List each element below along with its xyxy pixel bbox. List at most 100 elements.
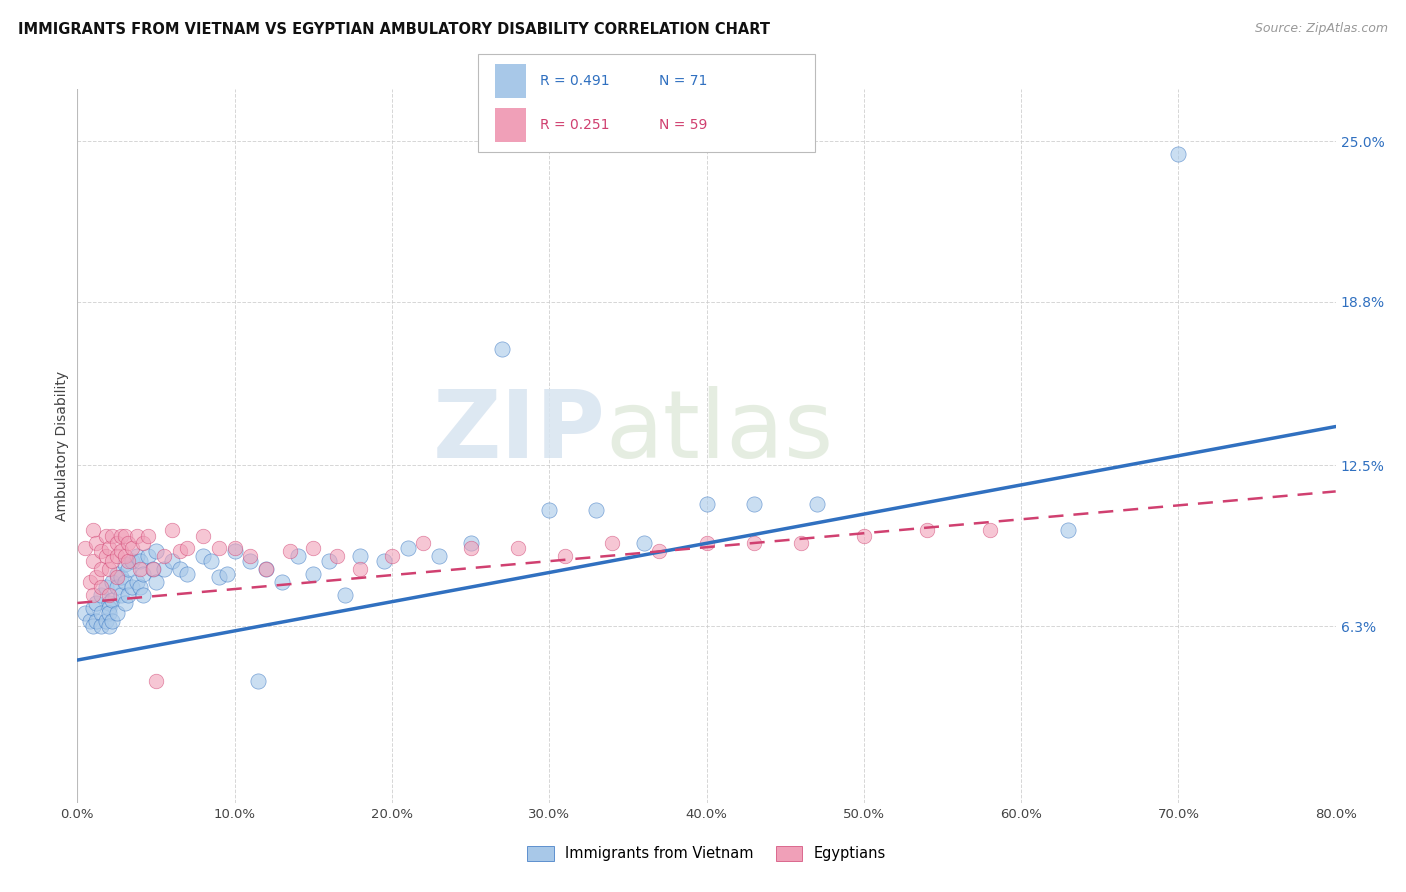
Point bbox=[114, 557, 136, 571]
Point bbox=[806, 497, 828, 511]
Point bbox=[97, 619, 120, 633]
Point bbox=[105, 607, 128, 621]
Point bbox=[94, 614, 117, 628]
Point bbox=[270, 575, 292, 590]
Point bbox=[127, 549, 149, 564]
Point bbox=[105, 581, 128, 595]
Point bbox=[326, 549, 349, 564]
Point bbox=[97, 541, 120, 556]
Point bbox=[94, 549, 117, 564]
Point bbox=[94, 528, 117, 542]
Point bbox=[254, 562, 277, 576]
Point bbox=[84, 570, 107, 584]
Point bbox=[153, 549, 176, 564]
Point bbox=[114, 549, 136, 564]
Point bbox=[742, 497, 765, 511]
Point bbox=[145, 575, 167, 590]
Text: N = 59: N = 59 bbox=[659, 118, 707, 132]
Point bbox=[506, 541, 529, 556]
Point bbox=[132, 567, 155, 582]
Point bbox=[90, 607, 112, 621]
Y-axis label: Ambulatory Disability: Ambulatory Disability bbox=[55, 371, 69, 521]
Point bbox=[129, 554, 152, 568]
Point bbox=[169, 562, 191, 576]
Point bbox=[333, 588, 356, 602]
Point bbox=[742, 536, 765, 550]
Point bbox=[585, 502, 607, 516]
Point bbox=[84, 596, 107, 610]
Point bbox=[160, 524, 183, 538]
Point bbox=[381, 549, 404, 564]
Point bbox=[191, 549, 215, 564]
Text: atlas: atlas bbox=[606, 385, 834, 478]
Point bbox=[110, 588, 132, 602]
Point bbox=[121, 554, 143, 568]
Point bbox=[97, 601, 120, 615]
Point bbox=[105, 567, 128, 582]
Point bbox=[1167, 147, 1189, 161]
Point bbox=[208, 541, 231, 556]
Point bbox=[101, 593, 124, 607]
Point bbox=[648, 544, 671, 558]
Point bbox=[852, 528, 875, 542]
Point bbox=[224, 544, 246, 558]
Point bbox=[117, 536, 139, 550]
Point bbox=[110, 528, 132, 542]
Point bbox=[127, 528, 149, 542]
Point bbox=[101, 614, 124, 628]
Point bbox=[75, 607, 97, 621]
Point bbox=[84, 536, 107, 550]
Point bbox=[460, 541, 482, 556]
Point bbox=[224, 541, 246, 556]
Point bbox=[215, 567, 238, 582]
Point bbox=[117, 554, 139, 568]
Point bbox=[117, 588, 139, 602]
Point bbox=[75, 541, 97, 556]
Point bbox=[129, 562, 152, 576]
Point bbox=[105, 536, 128, 550]
Point bbox=[412, 536, 434, 550]
Point bbox=[247, 673, 270, 688]
Point bbox=[129, 581, 152, 595]
Point bbox=[90, 581, 112, 595]
Point bbox=[82, 554, 104, 568]
Text: R = 0.491: R = 0.491 bbox=[540, 74, 610, 87]
Point bbox=[254, 562, 277, 576]
Point bbox=[287, 549, 309, 564]
Point bbox=[105, 570, 128, 584]
Point bbox=[696, 536, 718, 550]
Point bbox=[105, 549, 128, 564]
Point bbox=[142, 562, 165, 576]
Point bbox=[94, 581, 117, 595]
Point bbox=[176, 567, 198, 582]
Point bbox=[349, 549, 371, 564]
Text: ZIP: ZIP bbox=[433, 385, 606, 478]
Point bbox=[101, 554, 124, 568]
Point bbox=[302, 541, 325, 556]
Point bbox=[84, 614, 107, 628]
Point bbox=[491, 342, 513, 356]
Point bbox=[145, 544, 167, 558]
Point bbox=[136, 549, 159, 564]
Point bbox=[97, 588, 120, 602]
Point bbox=[239, 554, 262, 568]
Point bbox=[121, 581, 143, 595]
Point bbox=[396, 541, 419, 556]
Point bbox=[318, 554, 340, 568]
Point bbox=[302, 567, 325, 582]
Point bbox=[1057, 524, 1080, 538]
Point bbox=[110, 544, 132, 558]
Text: N = 71: N = 71 bbox=[659, 74, 707, 87]
Point bbox=[145, 673, 167, 688]
Point bbox=[633, 536, 655, 550]
Point bbox=[554, 549, 576, 564]
Point bbox=[82, 588, 104, 602]
Point bbox=[136, 528, 159, 542]
Point bbox=[200, 554, 222, 568]
Text: IMMIGRANTS FROM VIETNAM VS EGYPTIAN AMBULATORY DISABILITY CORRELATION CHART: IMMIGRANTS FROM VIETNAM VS EGYPTIAN AMBU… bbox=[18, 22, 770, 37]
Point bbox=[82, 601, 104, 615]
Point bbox=[121, 541, 143, 556]
Point bbox=[114, 575, 136, 590]
Point bbox=[915, 524, 938, 538]
Point bbox=[427, 549, 450, 564]
